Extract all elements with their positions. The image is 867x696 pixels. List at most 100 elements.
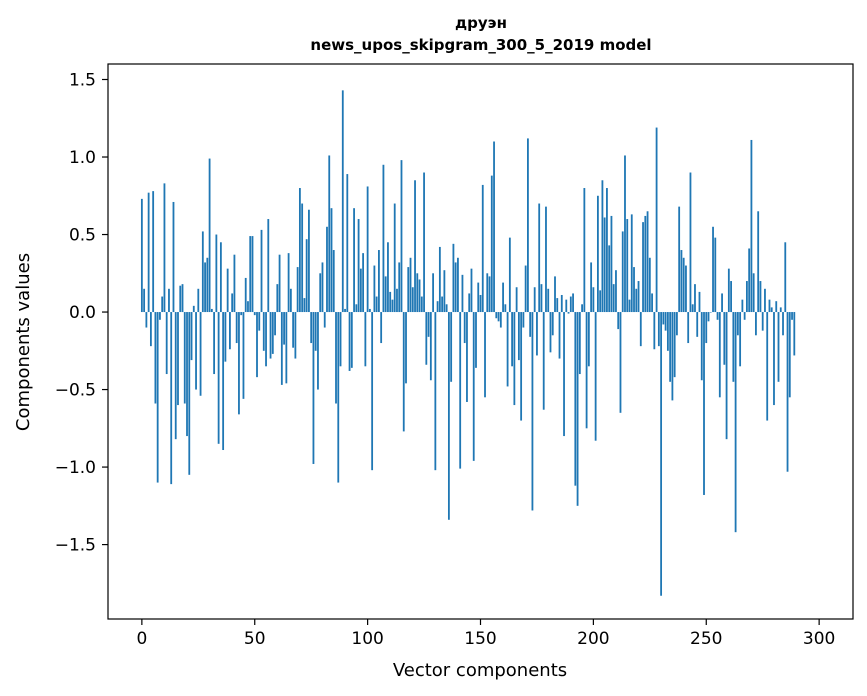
bar (745, 281, 748, 313)
bar (292, 312, 295, 348)
bar (213, 312, 216, 375)
bar (725, 312, 728, 440)
bar (495, 312, 498, 319)
bar (583, 188, 586, 313)
bar (655, 127, 658, 313)
bar (170, 312, 173, 485)
bar (457, 257, 459, 313)
bar (617, 312, 620, 330)
x-tick-label: 100 (351, 629, 383, 649)
bar (466, 312, 468, 402)
bar (671, 312, 674, 401)
bar (779, 307, 782, 313)
x-tick-label: 0 (136, 629, 147, 649)
bar (594, 312, 597, 441)
bar (470, 268, 473, 313)
bar (251, 236, 254, 313)
bar (506, 312, 509, 387)
bar (368, 308, 371, 313)
bar (312, 312, 315, 464)
bar (161, 296, 164, 313)
bar (569, 296, 572, 313)
bar (165, 312, 168, 375)
bar (653, 312, 656, 350)
bar (278, 254, 281, 313)
bar (545, 206, 547, 313)
bar (319, 273, 322, 313)
bar (172, 201, 175, 313)
bar (147, 192, 150, 313)
bar (429, 312, 432, 381)
bar (195, 312, 197, 390)
bar (249, 236, 252, 313)
bar (436, 301, 439, 313)
bar (673, 312, 676, 378)
bar (669, 312, 672, 382)
bar (770, 307, 773, 313)
bar (678, 206, 681, 313)
bar (590, 262, 593, 313)
y-tick-label: 1.5 (69, 71, 96, 91)
bar (219, 242, 222, 313)
bar (289, 288, 292, 313)
bar (750, 139, 753, 313)
bar (314, 312, 317, 351)
bar (788, 312, 791, 398)
bar (499, 312, 502, 328)
bar (479, 294, 482, 313)
bar (188, 312, 191, 475)
bar (411, 287, 414, 313)
bar (687, 312, 690, 344)
bar (321, 262, 324, 313)
bar (265, 312, 267, 367)
bar (621, 231, 624, 313)
chart-title-line1: друэн (455, 14, 507, 32)
bar (402, 312, 405, 432)
bar (761, 312, 764, 331)
bar (387, 242, 389, 313)
bar (752, 273, 755, 313)
bar (472, 312, 475, 461)
bar (332, 250, 335, 313)
bar (357, 219, 360, 313)
bar (301, 203, 304, 313)
bar (488, 276, 491, 313)
bar (296, 267, 299, 313)
y-tick-label: 1.0 (69, 148, 96, 168)
bar (644, 215, 647, 313)
bar (384, 276, 387, 313)
bar (217, 312, 220, 444)
bar (565, 299, 568, 313)
bar (481, 184, 484, 313)
bar (542, 312, 545, 410)
bar (522, 312, 525, 328)
bar (447, 312, 450, 520)
bar (572, 293, 574, 313)
bar (508, 237, 511, 313)
bar (149, 312, 152, 347)
bar (247, 301, 249, 313)
bar (700, 312, 703, 381)
bar (373, 265, 376, 313)
bar (353, 208, 355, 313)
bar (660, 312, 663, 596)
bar (267, 219, 270, 313)
bar (682, 257, 685, 313)
bar (382, 164, 385, 313)
bar (727, 268, 730, 313)
bar (271, 312, 274, 354)
bar (707, 312, 710, 322)
bar (240, 312, 243, 316)
bar (204, 262, 206, 313)
bar (323, 312, 326, 328)
bar (163, 183, 166, 313)
bar (287, 253, 290, 313)
bar (549, 312, 552, 353)
bar (596, 195, 599, 313)
bar (242, 312, 245, 399)
bar (285, 312, 288, 384)
bar (434, 312, 437, 471)
bar (576, 312, 579, 506)
bar (400, 160, 403, 313)
bar (423, 172, 425, 313)
